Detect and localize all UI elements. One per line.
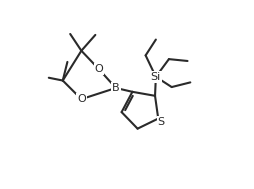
Text: S: S <box>157 117 165 127</box>
Text: O: O <box>77 94 86 104</box>
Text: B: B <box>112 83 120 93</box>
Text: O: O <box>95 64 103 74</box>
Text: Si: Si <box>151 72 161 82</box>
